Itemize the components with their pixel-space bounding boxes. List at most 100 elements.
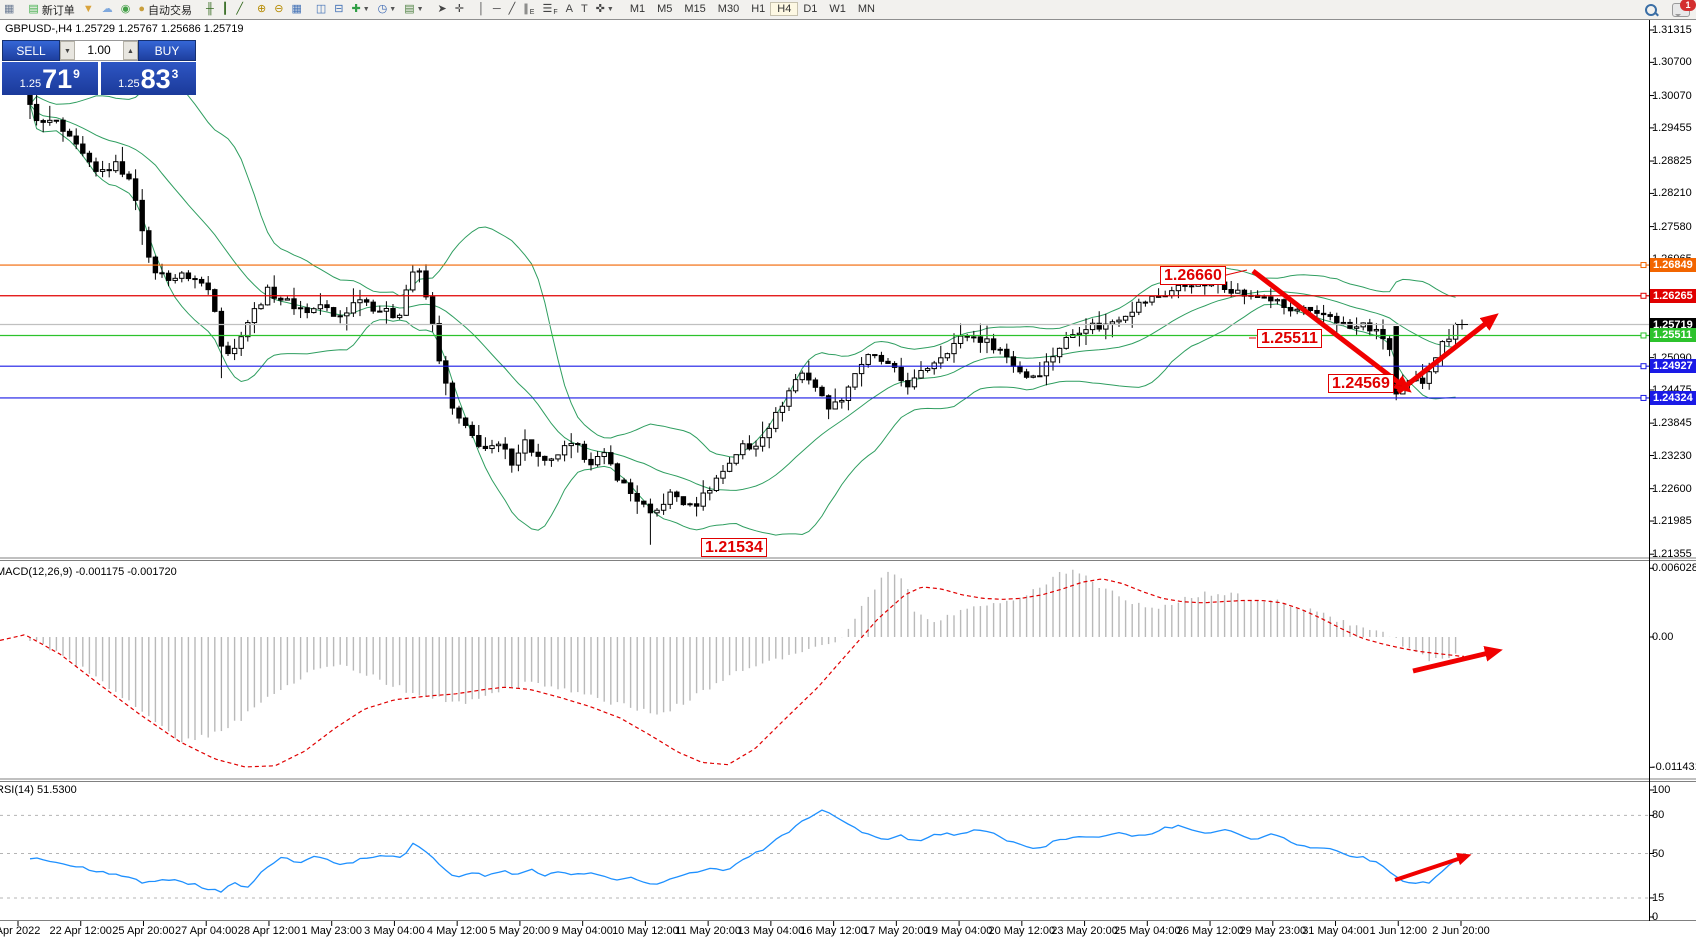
profile-icon: ⊟ [334, 3, 344, 15]
cloud-icon[interactable]: ☁ [98, 1, 117, 18]
time-axis-label: 25 Apr 20:00 [112, 925, 175, 937]
funnel-icon[interactable]: ▼ [79, 1, 98, 18]
macd-axis-label: 0.006028 [1652, 562, 1696, 575]
arrows-icon[interactable]: ✜ ▼ [592, 1, 618, 18]
zoom-in-icon: ⊕ [257, 3, 267, 15]
horizontal-line-icon[interactable]: ─ [489, 1, 505, 18]
volume-increase-button[interactable]: ▲ [123, 41, 138, 60]
cursor-icon[interactable]: ➤ [434, 1, 451, 18]
indicators-button-dropdown[interactable]: ▼ [362, 6, 370, 13]
line-chart-icon[interactable]: ╱ [232, 1, 247, 18]
periods-button-dropdown[interactable]: ▼ [389, 6, 397, 13]
volume-decrease-button[interactable]: ▼ [60, 41, 75, 60]
price-callout-1.25511[interactable]: 1.25511 [1257, 329, 1322, 348]
time-axis-label: 11 May 20:00 [675, 925, 742, 937]
text-icon: A [565, 3, 573, 15]
price-callout-1.24569[interactable]: 1.24569 [1328, 374, 1394, 393]
rsi-axis-label: 15 [1652, 891, 1665, 904]
zoom-in-icon[interactable]: ⊕ [253, 1, 270, 18]
time-axis-label: 2 Jun 20:00 [1432, 925, 1490, 937]
price-callout-1.21534[interactable]: 1.21534 [701, 538, 767, 557]
price-axis-label: 1.29455 [1652, 121, 1692, 134]
macd-up-arrow[interactable] [1412, 645, 1503, 674]
text-icon[interactable]: A [562, 1, 577, 18]
channel-icon-sub: E [529, 9, 535, 16]
timeframe-m30[interactable]: M30 [717, 3, 740, 15]
macd-axis-label: 0.00 [1652, 631, 1674, 643]
time-axis-label: 27 Apr 04:00 [175, 925, 238, 937]
trendline-icon[interactable]: ╱ [505, 1, 520, 18]
time-axis-label: 29 May 23:00 [1239, 925, 1307, 937]
sell-button[interactable]: SELL [2, 40, 60, 61]
bar-chart-icon[interactable]: ╫ [202, 1, 218, 18]
signals-icon[interactable]: ◉ [117, 1, 135, 18]
timeframe-m15[interactable]: M15 [684, 3, 706, 15]
tile-windows-icon[interactable]: ▦ [287, 1, 305, 18]
timeframe-mn[interactable]: MN [857, 3, 875, 15]
channel-icon[interactable]: ∥ E [519, 1, 538, 18]
chart-title: GBPUSD-,H4 1.25729 1.25767 1.25686 1.257… [5, 23, 244, 35]
one-click-trading-panel: SELL ▼ 1.00 ▲ BUY 1.25 71 9 1.25 83 3 [2, 40, 196, 95]
arrows-icon-dropdown[interactable]: ▼ [606, 6, 614, 13]
text-label-icon: T [580, 3, 588, 15]
price-axis-label: 1.28210 [1652, 187, 1692, 200]
price-badge-1.24927: 1.24927 [1650, 359, 1696, 374]
new-order-button: ▤ [28, 3, 39, 15]
window-icon[interactable]: ▦ [0, 1, 18, 18]
price-axis-label: 1.30700 [1652, 56, 1692, 69]
candlestick-icon[interactable]: ┃ [218, 1, 233, 18]
window-icon: ▦ [4, 3, 15, 15]
trend-down-arrow[interactable] [1251, 269, 1412, 393]
zoom-out-icon: ⊖ [274, 3, 284, 15]
candlestick-icon: ┃ [221, 3, 229, 15]
price-axis-label: 1.23845 [1652, 417, 1692, 430]
funnel-icon: ▼ [82, 3, 94, 15]
autotrade-button[interactable]: ● 自动交易 [134, 1, 196, 18]
macd-label: MACD(12,26,9) -0.001175 -0.001720 [0, 566, 177, 578]
text-label-icon[interactable]: T [577, 1, 592, 18]
toolbar-buttons: ▦ ▤ 新订单 ▼ ☁ ◉ ● 自动交易 ╫ ┃ ╱ ⊕ ⊖ ▦ ◫ ⊟ ✚ ▼ ◷ ▼ ▤ ▼ ➤ ✛ │ ─ ╱ ∥ E ☰ F A T ✜ ▼ [0, 1, 624, 18]
time-axis-label: 19 May 04:00 [925, 925, 993, 937]
channel-icon: ∥ [523, 3, 529, 15]
tile-windows-icon: ▦ [291, 3, 302, 15]
new-order-button[interactable]: ▤ 新订单 [24, 1, 78, 18]
templates-button[interactable]: ▤ ▼ [400, 1, 427, 18]
templates-button-dropdown[interactable]: ▼ [416, 6, 424, 13]
notifications-icon[interactable]: 1 [1672, 0, 1696, 17]
periods-button[interactable]: ◷ ▼ [374, 1, 401, 18]
volume-input[interactable]: 1.00 [87, 43, 111, 57]
price-badge-1.25719: 1.25719 [1650, 317, 1696, 332]
time-axis-label: 17 May 20:00 [863, 925, 930, 937]
zoom-out-icon[interactable]: ⊖ [270, 1, 287, 18]
timeframe-m5[interactable]: M5 [657, 3, 673, 15]
rsi-up-arrow[interactable] [1394, 852, 1472, 882]
indicators-button[interactable]: ✚ ▼ [347, 1, 373, 18]
buy-price-display[interactable]: 1.25 83 3 [100, 62, 196, 95]
auto-arrange-icon: ◫ [315, 3, 327, 15]
buy-button[interactable]: BUY [138, 40, 196, 61]
search-icon[interactable] [1644, 3, 1658, 17]
timeframe-m1[interactable]: M1 [629, 3, 646, 15]
auto-arrange-icon[interactable]: ◫ [312, 1, 330, 18]
profile-icon[interactable]: ⊟ [330, 1, 347, 18]
timeframe-h1[interactable]: H1 [751, 3, 766, 15]
sell-price-display[interactable]: 1.25 71 9 [2, 62, 98, 95]
fibonacci-icon[interactable]: ☰ F [538, 1, 561, 18]
price-callout-1.26660[interactable]: 1.26660 [1160, 266, 1226, 285]
trend-up-arrow[interactable] [1396, 313, 1499, 394]
time-axis-label: 9 May 04:00 [552, 925, 613, 937]
timeframe-h4[interactable]: H4 [770, 2, 799, 16]
vertical-line-icon: │ [477, 3, 485, 15]
timeframe-w1[interactable]: W1 [829, 3, 846, 15]
rsi-label: RSI(14) 51.5300 [0, 784, 77, 796]
notification-badge: 1 [1680, 0, 1696, 11]
periods-button: ◷ [377, 3, 388, 15]
time-axis-label: 1 Jun 12:00 [1369, 925, 1428, 937]
sell-price-pips: 71 [42, 64, 73, 94]
toolbar: ▦ ▤ 新订单 ▼ ☁ ◉ ● 自动交易 ╫ ┃ ╱ ⊕ ⊖ ▦ ◫ ⊟ ✚ ▼ ◷ ▼ ▤ ▼ ➤ ✛ │ ─ ╱ ∥ E ☰ F A T ✜ ▼… [0, 0, 1696, 20]
timeframe-d1[interactable]: D1 [803, 3, 818, 15]
vertical-line-icon[interactable]: │ [474, 1, 489, 18]
crosshair-icon[interactable]: ✛ [451, 1, 468, 18]
cloud-icon: ☁ [101, 3, 113, 15]
